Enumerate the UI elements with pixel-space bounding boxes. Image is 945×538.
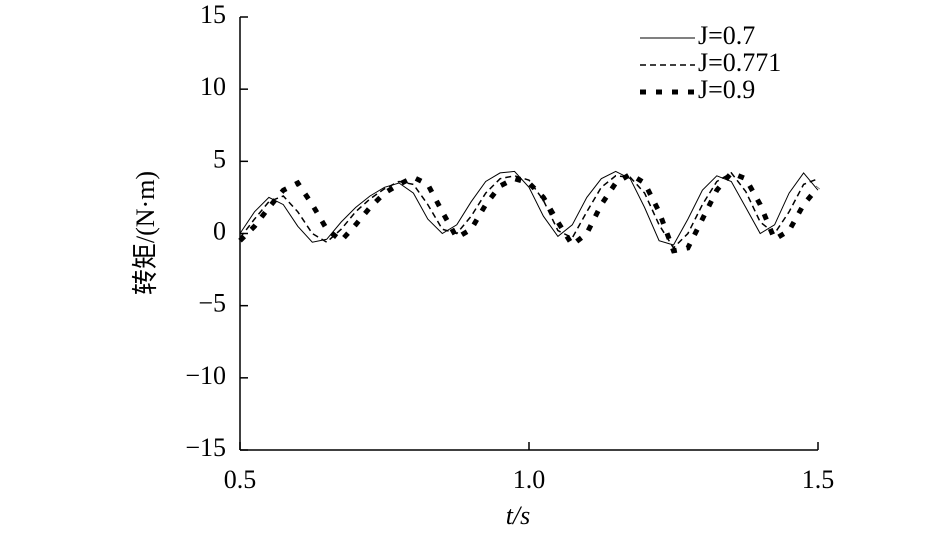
legend-label: J=0.771 <box>698 48 781 77</box>
series-line <box>239 170 819 246</box>
y-tick-label: 5 <box>213 144 226 173</box>
y-tick-label: −10 <box>185 361 226 390</box>
x-tick-label: 1.0 <box>513 465 546 494</box>
series-line <box>238 169 820 254</box>
y-tick-label: 15 <box>200 0 226 29</box>
y-tick-label: 10 <box>200 72 226 101</box>
legend-label: J=0.9 <box>698 75 755 104</box>
y-tick-label: 0 <box>213 216 226 245</box>
x-tick-label: 1.5 <box>802 465 835 494</box>
y-axis-label: 转矩/(N·m) <box>131 171 160 295</box>
y-tick-label: −5 <box>198 289 226 318</box>
series-line <box>239 171 819 250</box>
x-tick-label: 0.5 <box>224 465 257 494</box>
x-axis-label: t/s <box>506 501 531 530</box>
legend-label: J=0.7 <box>698 21 755 50</box>
y-tick-label: −15 <box>185 433 226 462</box>
